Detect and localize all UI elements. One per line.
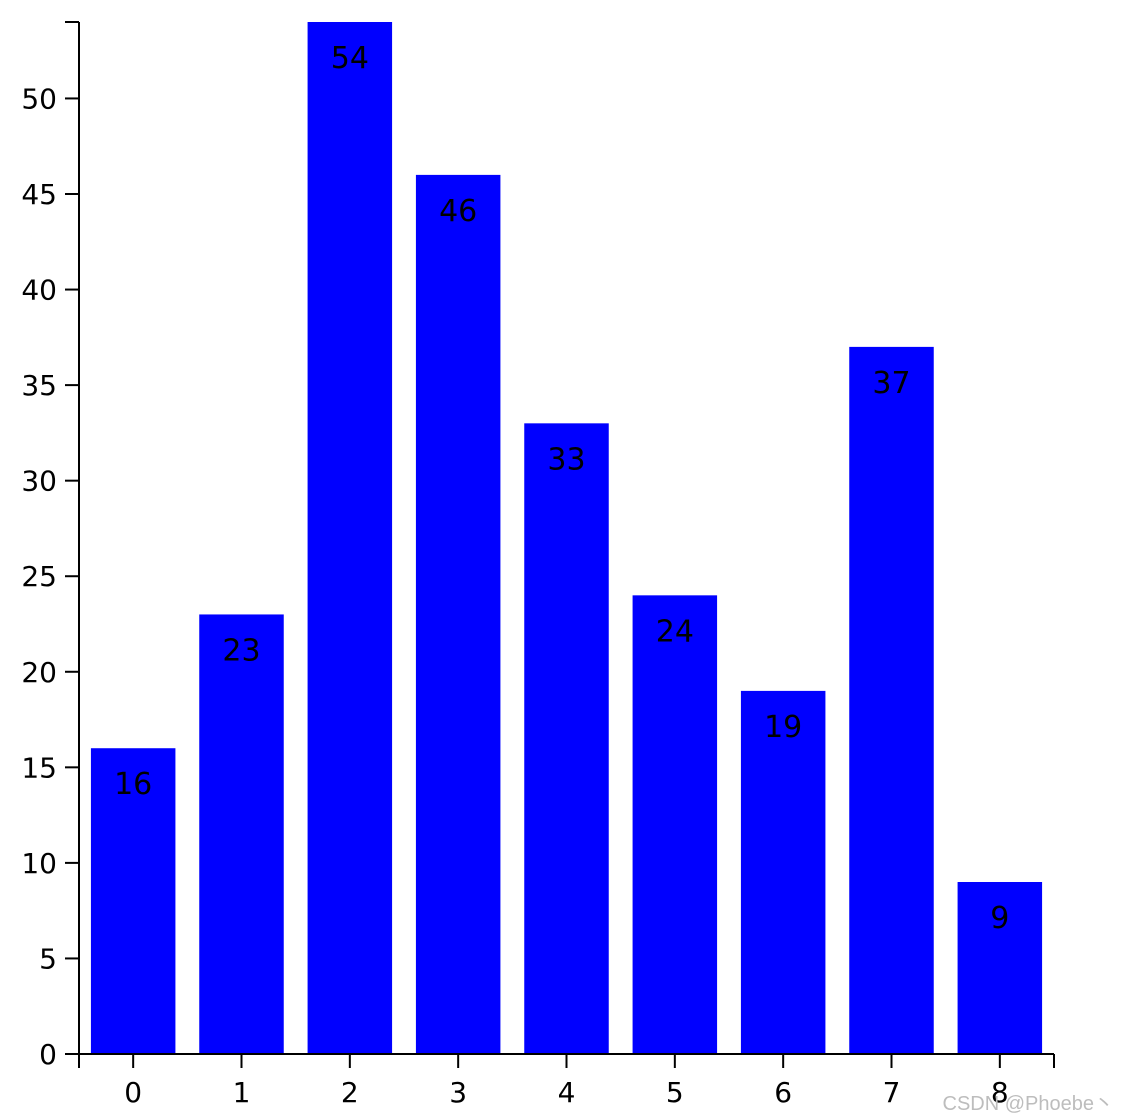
y-tick-label-30: 30 — [21, 465, 57, 498]
y-tick-label-45: 45 — [21, 178, 57, 211]
y-tick-label-50: 50 — [21, 82, 57, 115]
x-tick-label-3: 3 — [449, 1076, 467, 1109]
bar-value-label-4: 33 — [547, 442, 585, 477]
x-axis: 0 1 2 3 4 5 6 7 8 — [78, 1053, 1055, 1109]
bar-5 — [632, 595, 718, 1054]
bar-labels-group: 16 23 54 46 33 24 19 37 9 — [114, 41, 1009, 936]
bar-6 — [740, 690, 826, 1054]
bar-0 — [90, 748, 176, 1054]
bar-value-label-3: 46 — [439, 194, 477, 229]
y-tick-label-40: 40 — [21, 274, 57, 307]
x-tick-label-5: 5 — [666, 1076, 684, 1109]
x-tick-label-7: 7 — [883, 1076, 901, 1109]
y-axis: 0 5 10 15 20 25 30 35 40 45 50 — [21, 21, 80, 1071]
bar-3 — [415, 174, 501, 1054]
bar-value-label-2: 54 — [331, 41, 369, 76]
y-tick-label-0: 0 — [39, 1038, 57, 1071]
y-tick-label-5: 5 — [39, 942, 57, 975]
bar-1 — [199, 614, 284, 1054]
bar-7 — [849, 346, 934, 1054]
x-tick-label-0: 0 — [124, 1076, 142, 1109]
bar-value-label-1: 23 — [222, 633, 260, 668]
watermark: CSDN @Phoebe丶 — [942, 1093, 1114, 1115]
bar-value-label-7: 37 — [872, 366, 910, 401]
bars-group — [90, 22, 1043, 1054]
bar-value-label-0: 16 — [114, 767, 152, 802]
bar-value-label-8: 9 — [990, 901, 1009, 936]
x-tick-label-6: 6 — [774, 1076, 792, 1109]
x-tick-label-1: 1 — [233, 1076, 251, 1109]
x-tick-label-4: 4 — [558, 1076, 576, 1109]
bar-2 — [307, 22, 393, 1054]
y-tick-label-35: 35 — [21, 369, 57, 402]
bar-value-label-6: 19 — [764, 710, 802, 745]
bar-value-label-5: 24 — [656, 614, 694, 649]
y-tick-label-10: 10 — [21, 847, 57, 880]
y-tick-label-25: 25 — [21, 560, 57, 593]
x-tick-label-2: 2 — [341, 1076, 359, 1109]
bar-8 — [957, 882, 1043, 1054]
x-tick-label-8: 8 — [991, 1076, 1009, 1109]
y-tick-label-20: 20 — [21, 656, 57, 689]
y-tick-label-15: 15 — [21, 751, 57, 784]
bar-4 — [524, 423, 609, 1054]
